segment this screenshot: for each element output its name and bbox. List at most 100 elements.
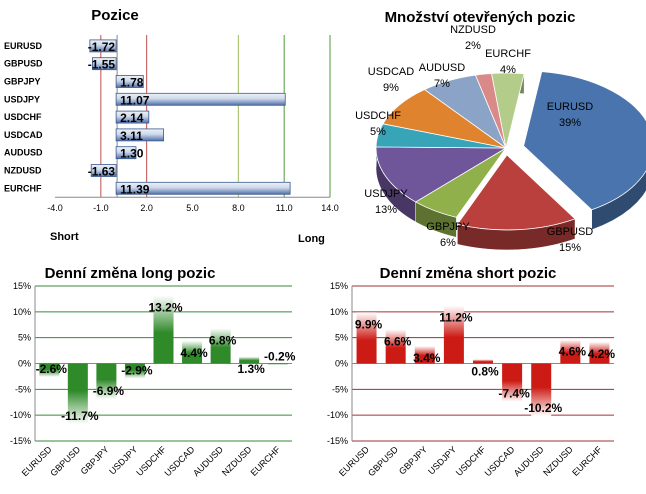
category-label-usdchf: USDCHF [4,112,42,122]
x-tick-label: 14.0 [321,203,339,213]
x-tick-label: 11.0 [276,203,293,213]
value-label-usdjpy: -2.9% [121,363,153,377]
pie-slice-eurchf [491,72,525,149]
bar-audusd [115,146,137,160]
value-label-gbpjpy: 3.4% [413,351,441,365]
x-tick-label: -4.0 [47,203,63,213]
bar-audusd [210,328,231,364]
value-label-nzdusd: 1.3% [237,362,265,376]
y-tick-label: -15% [10,436,31,446]
y-tick-label: -15% [327,436,348,446]
pie-label-audusd: AUDUSD [419,62,466,74]
y-tick-label: 15% [330,281,348,291]
category-label-eurusd: EURUSD [337,444,371,478]
category-label-usdcad: USDCAD [483,444,517,478]
category-label-nzdusd: NZDUSD [220,444,254,478]
bar-eurusd [356,312,377,364]
category-label-audusd: AUDUSD [4,148,43,158]
pie-slice-eurusd [523,71,646,211]
y-tick-label: 5% [335,333,348,343]
value-label-audusd: -10.2% [524,401,562,415]
category-label-audusd: AUDUSD [512,444,546,478]
bar-usdjpy [115,92,286,106]
category-label-gbpusd: GBPUSD [4,59,43,69]
value-label-usdcad: 4.4% [180,346,208,360]
value-label-eurusd: -1.72 [88,40,116,54]
value-label-audusd: 1.30 [120,147,144,161]
y-tick-label: 10% [13,307,31,317]
value-label-nzdusd: 4.6% [559,345,587,359]
pozice-title: Pozice [91,7,139,24]
y-tick-label: 0% [335,359,348,369]
category-label-usdcad: USDCAD [4,130,43,140]
y-tick-label: 5% [18,333,31,343]
value-label-eurusd: -2.6% [36,362,68,376]
pie-slice-gbpusd [456,154,576,231]
bar-gbpusd [92,57,117,71]
category-label-eurchf: EURCHF [570,444,604,478]
y-tick-label: 10% [330,307,348,317]
bar-usdchf [115,110,150,124]
short-label: Short [50,231,79,243]
category-label-eurusd: EURUSD [4,41,43,51]
value-label-usdcad: 3.11 [120,129,143,143]
y-tick-label: -10% [10,410,31,420]
bar-usdchf [473,359,493,364]
pie-label-usdchf: USDCHF [355,110,401,122]
bar-gbpusd [385,329,406,364]
pie-percent-usdcad: 9% [383,82,399,94]
bar-eurusd [39,363,60,377]
pie-label-usdjpy: USDJPY [364,188,408,200]
bar-usdcad [182,340,203,364]
bar-usdjpy [443,305,464,364]
value-label-usdchf: 0.8% [471,364,499,378]
pie-title: Množství otevřených pozic [385,9,576,26]
bar-eurusd [89,39,117,53]
category-label-gbpjpy: GBPJPY [397,444,429,476]
pie-slice-usdjpy [375,146,508,203]
bar-usdcad [115,128,165,142]
pie-percent-eurusd: 39% [559,117,581,129]
pie-label-gbpjpy: GBPJPY [426,221,470,233]
category-label-gbpjpy: GBPJPY [4,77,41,87]
bar-gbpjpy [115,75,144,88]
value-label-usdcad: -7.4% [498,387,530,401]
pie-label-gbpusd: GBPUSD [547,226,594,238]
bar-usdjpy [124,363,145,379]
value-label-gbpjpy: 1.78 [120,76,144,90]
category-label-eurchf: EURCHF [249,444,283,478]
open-positions-pie-chart: Množství otevřených pozic EURUSD 39% GBPUS… [355,9,646,254]
pozice-chart: Pozice EURUSD -1.72 GBPUSD -1.55 GBPJPY 1.78 U… [4,7,339,245]
long-change-chart: Denní změna long pozic 15% 10% 5% 0% -5% -10%… [10,265,296,478]
pie-label-usdcad: USDCAD [368,66,415,78]
value-label-nzdusd: -1.63 [88,165,116,179]
value-label-usdchf: 13.2% [148,300,182,314]
bar-eurchf [589,341,610,364]
bar-gbpjpy [414,345,435,364]
pie-label-eurusd: EURUSD [547,101,594,113]
long-label: Long [298,233,325,245]
value-label-eurchf: -0.2% [264,350,296,364]
short-change-title: Denní změna short pozic [380,265,557,282]
category-label-usdchf: USDCHF [454,444,488,478]
value-label-audusd: 6.8% [209,333,237,347]
y-tick-label: -10% [327,410,348,420]
pie-percent-gbpjpy: 6% [440,237,456,249]
bar-nzdusd [239,356,260,364]
bar-nzdusd [560,339,581,364]
category-label-nzdusd: NZDUSD [4,166,42,176]
value-label-gbpjpy: -6.9% [93,384,125,398]
bar-usdchf [153,295,174,364]
value-label-gbpusd: 6.6% [384,334,412,348]
value-label-usdjpy: 11.07 [120,93,150,107]
value-label-gbpusd: -1.55 [88,58,116,72]
value-label-eurusd: 9.9% [355,317,383,331]
value-label-usdchf: 2.14 [120,111,144,125]
pie-label-eurchf: EURCHF [485,48,531,60]
pie-percent-usdchf: 5% [370,126,386,138]
x-tick-label: -1.0 [93,203,109,213]
pie-percent-audusd: 7% [434,78,450,90]
category-label-audusd: AUDUSD [191,444,225,478]
value-label-eurchf: 11.39 [120,182,150,196]
category-label-gbpusd: GBPUSD [48,444,82,478]
